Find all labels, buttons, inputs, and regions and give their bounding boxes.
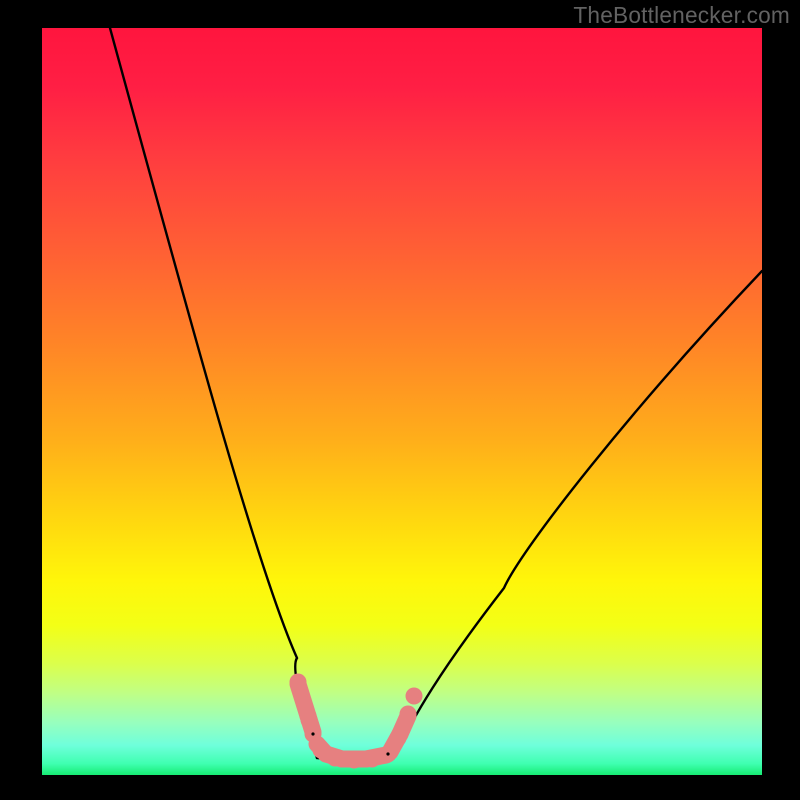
squiggle-dot [390, 730, 407, 747]
plot-area [42, 28, 762, 775]
figure-root: TheBottlenecker.com [0, 0, 800, 800]
squiggle-dot [346, 752, 363, 769]
squiggle-joint [386, 752, 389, 755]
squiggle-dot [364, 751, 381, 768]
plot-svg [42, 28, 762, 775]
squiggle-dot [406, 688, 423, 705]
squiggle-joint [311, 732, 314, 735]
squiggle-dot [400, 706, 417, 723]
squiggle-dot [290, 674, 307, 691]
gradient-background [42, 28, 762, 775]
squiggle-dot [327, 750, 344, 767]
